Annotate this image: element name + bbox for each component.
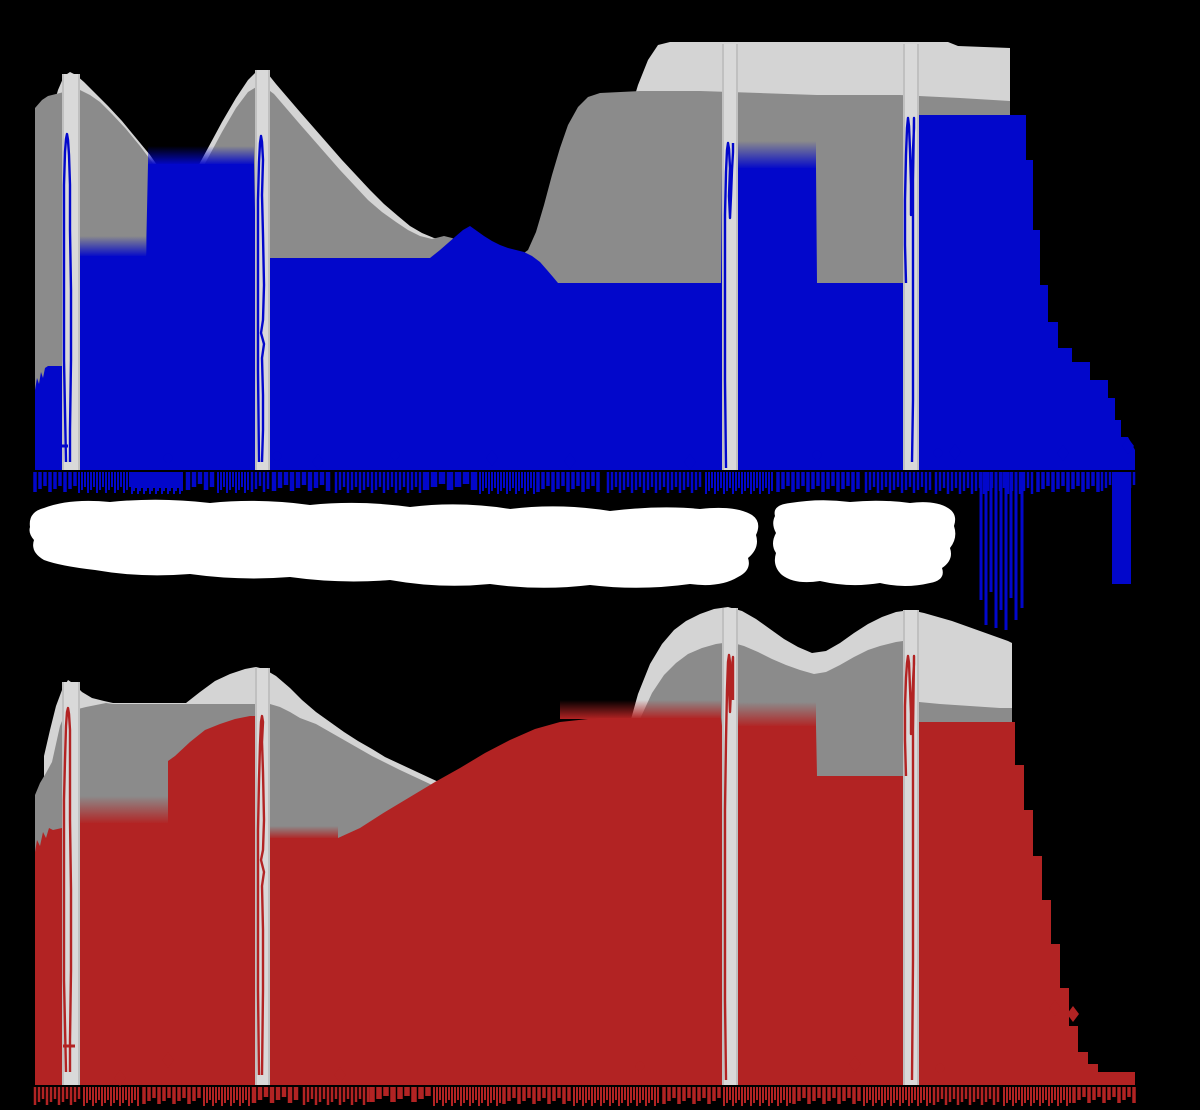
top-panel-signal-area	[35, 115, 1135, 470]
top-event-spike-3	[723, 141, 735, 469]
bottom-signal-soft-edge-4	[738, 702, 816, 727]
bottom-signal-soft-edge-3	[560, 700, 721, 719]
top-event-spike-4	[903, 116, 916, 463]
bottom-event-window-edge-left-3	[722, 608, 724, 1085]
bottom-event-window-edge-left-2	[255, 668, 257, 1085]
bottom-event-window-4	[903, 610, 919, 1085]
redaction-scribble-2	[773, 500, 956, 586]
bottom-event-spike-3	[723, 653, 735, 1081]
bottom-event-marker-diamond-8	[1067, 1006, 1079, 1022]
bottom-event-marker-diamond-1	[114, 1070, 126, 1086]
top-rug-long-block-1	[1112, 472, 1131, 584]
bottom-event-marker-diamond-2	[162, 1052, 174, 1068]
bottom-event-spike-4	[903, 654, 916, 1081]
top-event-spike-2	[256, 134, 266, 463]
top-event-window-edge-left-4	[903, 44, 905, 470]
bottom-event-spike-2	[256, 714, 266, 1076]
top-event-marker-diamond-6	[564, 453, 576, 469]
top-event-marker-diamond-7	[684, 454, 696, 470]
bottom-event-marker-diamond-5	[849, 1056, 861, 1072]
top-event-marker-diamond-5	[486, 450, 498, 466]
bottom-panel-signal-area	[35, 716, 1135, 1085]
redaction-scribble-1	[29, 499, 759, 588]
top-event-marker-diamond-3	[312, 454, 324, 470]
top-signal-soft-edge-1	[80, 236, 146, 257]
top-event-window-edge-right-1	[78, 74, 80, 470]
bottom-event-window-edge-left-4	[903, 610, 905, 1085]
bottom-event-marker-diamond-3	[334, 1067, 346, 1083]
bottom-event-window-edge-right-4	[917, 610, 919, 1085]
top-event-window-edge-left-3	[722, 44, 724, 470]
top-event-window-edge-right-4	[917, 44, 919, 470]
top-event-window-edge-right-3	[736, 44, 738, 470]
bottom-event-window-edge-right-2	[268, 668, 270, 1085]
top-event-marker-diamond-11	[1057, 445, 1069, 461]
bottom-signal-soft-edge-1	[80, 796, 168, 824]
top-event-marker-diamond-12	[1122, 438, 1134, 454]
top-event-window-edge-right-2	[268, 70, 270, 470]
bottom-event-window-edge-right-3	[736, 608, 738, 1085]
bottom-event-spike-1	[62, 706, 73, 1073]
bottom-event-window-edge-right-1	[78, 682, 80, 1085]
bottom-signal-soft-edge-2	[270, 826, 338, 839]
top-signal-soft-edge-2	[148, 146, 254, 165]
top-event-marker-diamond-10	[949, 444, 961, 460]
top-event-window-edge-left-2	[255, 70, 257, 470]
top-event-spike-1	[62, 132, 73, 463]
bottom-event-marker-diamond-7	[1049, 1000, 1061, 1016]
